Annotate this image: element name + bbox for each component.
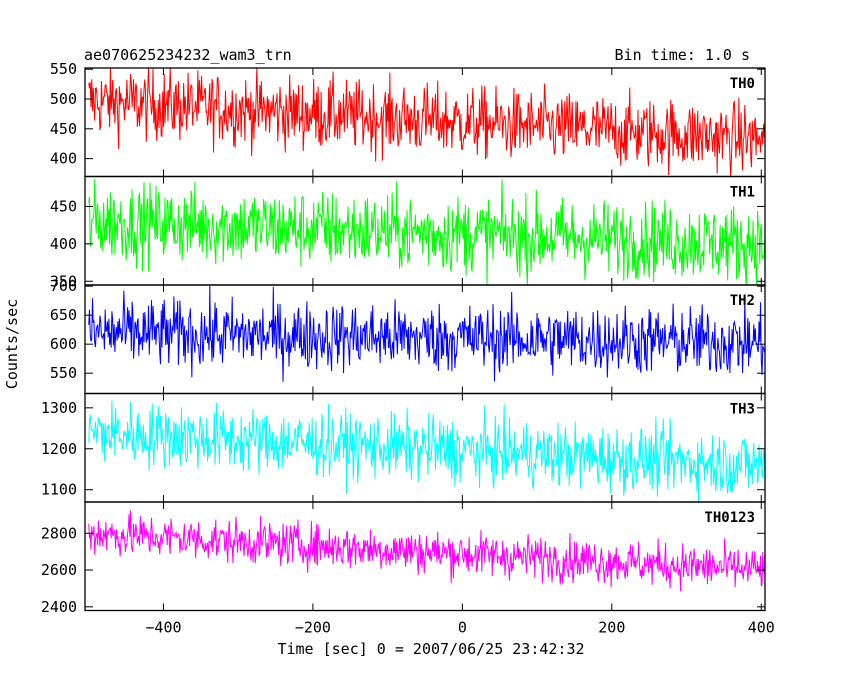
panel-label-th3: TH3 (730, 402, 755, 418)
y-tick-label: 2800 (41, 524, 77, 542)
x-tick-label: 400 (748, 619, 775, 637)
y-tick-label: 2400 (41, 598, 77, 616)
panel-label-th1: TH1 (730, 185, 755, 201)
series-line-th3 (88, 400, 765, 502)
series-line-th2 (88, 286, 765, 382)
panel-label-th0: TH0 (730, 76, 755, 92)
y-tick-label: 400 (50, 235, 77, 253)
y-tick-label: 400 (50, 150, 77, 168)
y-tick-label: 500 (50, 90, 77, 108)
x-tick-label: −400 (145, 619, 181, 637)
y-tick-label: 1200 (41, 440, 77, 458)
chart-title: ae070625234232_wam3_trn (84, 46, 292, 64)
panel-frame (84, 501, 766, 612)
series-line-th0123 (88, 510, 765, 592)
y-tick-label: 2600 (41, 561, 77, 579)
panel-label-th2: TH2 (730, 293, 755, 309)
x-tick-label: −200 (295, 619, 331, 637)
y-tick-label: 550 (50, 60, 77, 78)
y-axis-label: Counts/sec (3, 298, 21, 390)
series-line-th1 (88, 179, 765, 285)
x-axis-label: Time [sec] 0 = 2007/06/25 23:42:32 (277, 640, 585, 658)
y-tick-label: 450 (50, 197, 77, 215)
y-tick-label: 1300 (41, 399, 77, 417)
panel-frame (84, 392, 766, 503)
x-tick-label: 0 (458, 619, 467, 637)
y-tick-label: 350 (50, 272, 77, 290)
y-tick-label: 550 (50, 364, 77, 382)
panel-label-th0123: TH0123 (704, 510, 755, 526)
y-tick-label: 600 (50, 335, 77, 353)
y-tick-label: 450 (50, 120, 77, 138)
y-tick-label: 700 (50, 277, 77, 295)
y-tick-label: 1100 (41, 481, 77, 499)
series-line-th0 (88, 68, 765, 177)
x-tick-label: 200 (598, 619, 625, 637)
bin-time-label: Bin time: 1.0 s (614, 46, 750, 64)
y-tick-label: 650 (50, 306, 77, 324)
